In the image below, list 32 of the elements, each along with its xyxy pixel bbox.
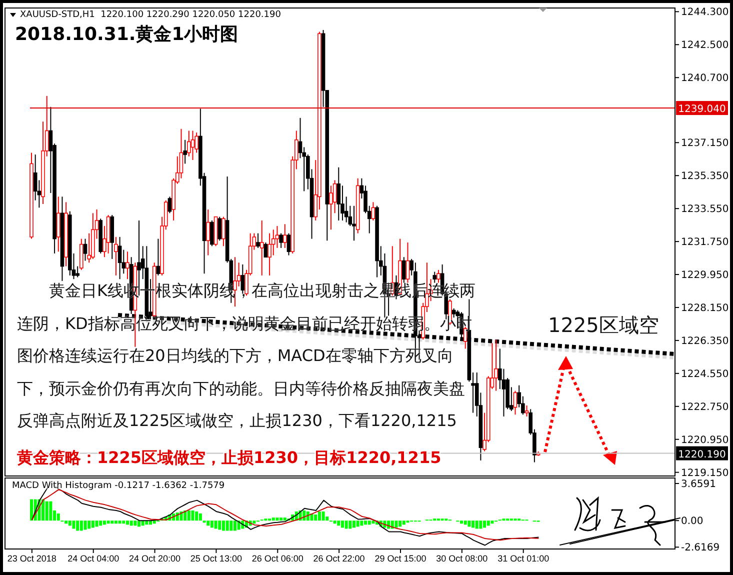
text: 2018.10.31.黄金1小时图 (15, 23, 238, 46)
annotation: 黄金策略：1225区域做空，止损1230，目标1220,1215 (17, 448, 442, 469)
y-tick-label: 1222.750 (681, 402, 729, 413)
x-tick-label: 29 Oct 15:00 (374, 553, 426, 564)
x-tick-label: 30 Oct 08:00 (436, 553, 488, 564)
y-tick-label: 1224.550 (681, 368, 729, 380)
y-tick-label: 1244.300 (681, 7, 729, 18)
y-tick-label: 1242.500 (681, 40, 729, 52)
chart-subtitle: XAUUSD-STD,H1 1220.100 1220.290 1220.050 1220.190 (20, 10, 281, 20)
y-tick-label: -2.6169 (681, 542, 720, 554)
ref-line-label: 1220.190 (678, 449, 726, 460)
y-tick-label: 1240.700 (681, 73, 729, 84)
ref-line-label: 1239.040 (678, 104, 726, 116)
y-tick-label: 1237.150 (681, 138, 729, 150)
y-tick-label: 1219.150 (681, 468, 729, 479)
x-tick-label: 24 Oct 04:00 (68, 553, 120, 564)
y-tick-label: 0.00 (681, 516, 704, 528)
y-tick-label: 3.6591 (681, 479, 716, 490)
x-tick-label: 24 Oct 20:00 (129, 553, 181, 564)
y-tick-label: 1220.950 (681, 434, 729, 446)
x-tick-label: 25 Oct 13:00 (190, 553, 242, 564)
y-tick-label: 1228.150 (681, 303, 729, 314)
x-tick-label: 26 Oct 22:00 (313, 553, 365, 564)
x-tick-label: 26 Oct 06:00 (252, 553, 304, 564)
y-tick-label: 1231.750 (681, 237, 729, 248)
y-tick-label: 1229.950 (681, 270, 729, 282)
annotation: 1225区域空 (548, 312, 659, 339)
y-tick-label: 1235.350 (681, 171, 729, 182)
x-tick-label: 23 Oct 2018 (7, 553, 56, 564)
x-tick-label: 31 Oct 01:00 (498, 553, 550, 564)
y-tick-label: 1233.550 (681, 204, 729, 216)
y-tick-label: 1226.350 (681, 336, 729, 348)
